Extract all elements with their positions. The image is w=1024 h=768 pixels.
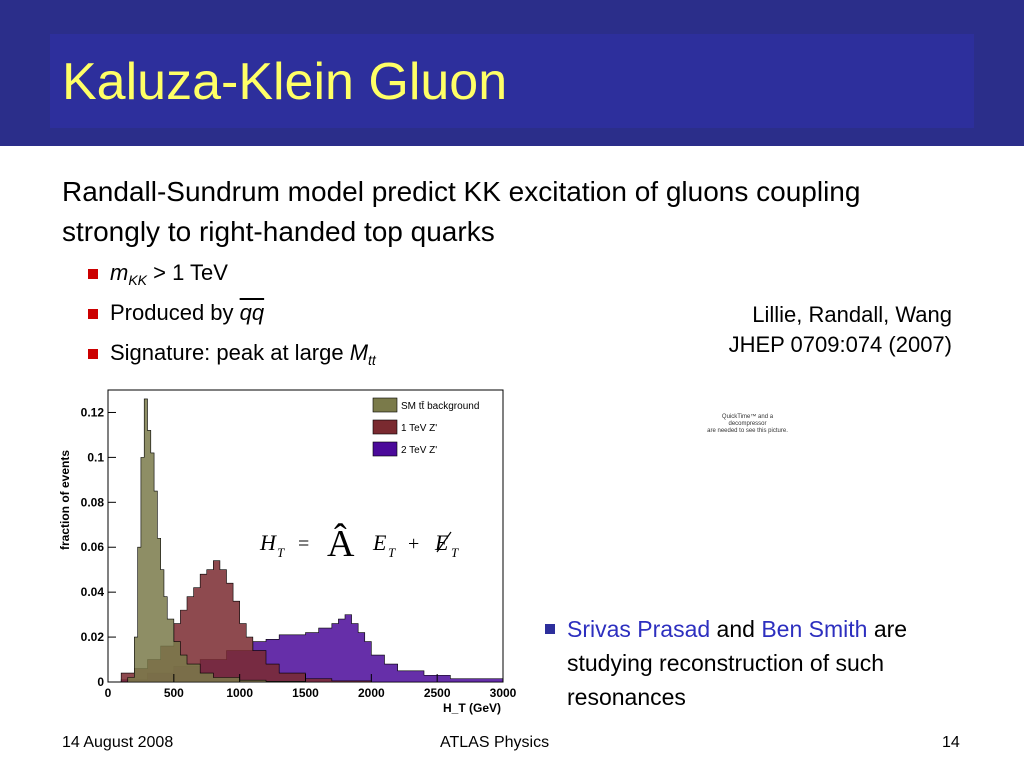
bullet-list: mKK > 1 TeV Produced by qq Signature: pe… (88, 258, 376, 378)
production-text: Produced by (110, 300, 240, 325)
x-tick-label: 3000 (490, 686, 517, 700)
note-text: are studying reconstruction of such reso… (567, 616, 908, 710)
person-name-2[interactable]: Ben Smith (761, 616, 868, 642)
x-tick-label: 1000 (226, 686, 253, 700)
formula-plus: + (408, 533, 419, 555)
x-tick-label: 2500 (424, 686, 451, 700)
quicktime-line: QuickTime™ and a (721, 414, 774, 420)
legend-swatch (372, 441, 398, 457)
legend-label: 2 TeV Z' (401, 445, 437, 456)
reference-citation: Lillie, Randall, Wang JHEP 0709:074 (200… (729, 300, 952, 360)
signature-text: Signature: peak at large (110, 340, 350, 365)
y-tick-label: 0 (97, 675, 104, 689)
y-tick-label: 0.02 (81, 630, 105, 644)
y-tick-label: 0.06 (81, 540, 105, 554)
formula-et-sub: T (388, 545, 396, 560)
slide-title: Kaluza-Klein Gluon (62, 53, 508, 111)
reference-journal: JHEP 0709:074 (2007) (728, 332, 952, 357)
formula-met-sub: T (451, 545, 459, 560)
x-axis-label: H_T (GeV) (443, 701, 501, 715)
quicktime-line: decompressor (728, 421, 767, 427)
formula-met: E (434, 530, 449, 555)
legend-swatch (372, 419, 398, 435)
reference-authors: Lillie, Randall, Wang (752, 302, 952, 327)
legend-label: SM tt̄ background (401, 400, 479, 412)
intro-text: Randall-Sundrum model predict KK excitat… (62, 176, 861, 247)
bullet-signature: Signature: peak at large Mtt (88, 338, 376, 378)
note-bullet-marker (545, 624, 555, 634)
x-tick-label: 1500 (292, 686, 319, 700)
formula-et: E (372, 530, 387, 555)
production-qq: qq (239, 300, 265, 325)
bullet-marker (88, 349, 98, 359)
formula-equals: = (298, 533, 309, 555)
formula-ht-sub: T (277, 545, 285, 560)
y-tick-label: 0.08 (81, 495, 105, 509)
quicktime-placeholder: QuickTime™ and a decompressor are needed… (690, 414, 805, 435)
formula-sum-symbol: Â (327, 523, 355, 565)
footer-center: ATLAS Physics (440, 734, 550, 751)
x-tick-label: 2000 (358, 686, 385, 700)
y-tick-label: 0.04 (81, 585, 105, 599)
bullet-marker (88, 309, 98, 319)
signature-subscript: tt (368, 352, 376, 368)
formula-ht: H (259, 530, 277, 555)
person-name-1[interactable]: Srivas Prasad (567, 616, 711, 642)
legend-swatch (372, 397, 398, 413)
footer-date: 14 August 2008 (62, 734, 174, 751)
bullet-production: Produced by qq (88, 298, 376, 338)
mass-value: > 1 TeV (147, 260, 228, 285)
quicktime-line: are needed to see this picture. (707, 428, 788, 434)
footer-page-number: 14 (942, 734, 960, 751)
bullet-marker (88, 269, 98, 279)
bullet-mass: mKK > 1 TeV (88, 258, 376, 298)
formula-missing-slash (436, 531, 452, 553)
mass-symbol: m (110, 260, 129, 285)
note-and: and (710, 616, 762, 642)
mass-subscript: KK (128, 272, 148, 288)
ht-distribution-chart: 0 500 1000 1500 2000 2500 3000 0 0.02 0.04 0.06 0.0… (58, 389, 517, 715)
x-tick-label: 500 (164, 686, 184, 700)
y-tick-label: 0.12 (81, 405, 105, 419)
title-box (50, 34, 974, 128)
study-note: Srivas Prasad and Ben Smith are studying… (545, 612, 965, 714)
signature-symbol: M (349, 340, 369, 365)
y-tick-label: 0.1 (87, 450, 104, 464)
x-tick-label: 0 (105, 686, 112, 700)
y-axis-label: fraction of events (58, 450, 72, 550)
legend-label: 1 TeV Z' (401, 423, 437, 434)
series-area-0 (108, 398, 306, 683)
